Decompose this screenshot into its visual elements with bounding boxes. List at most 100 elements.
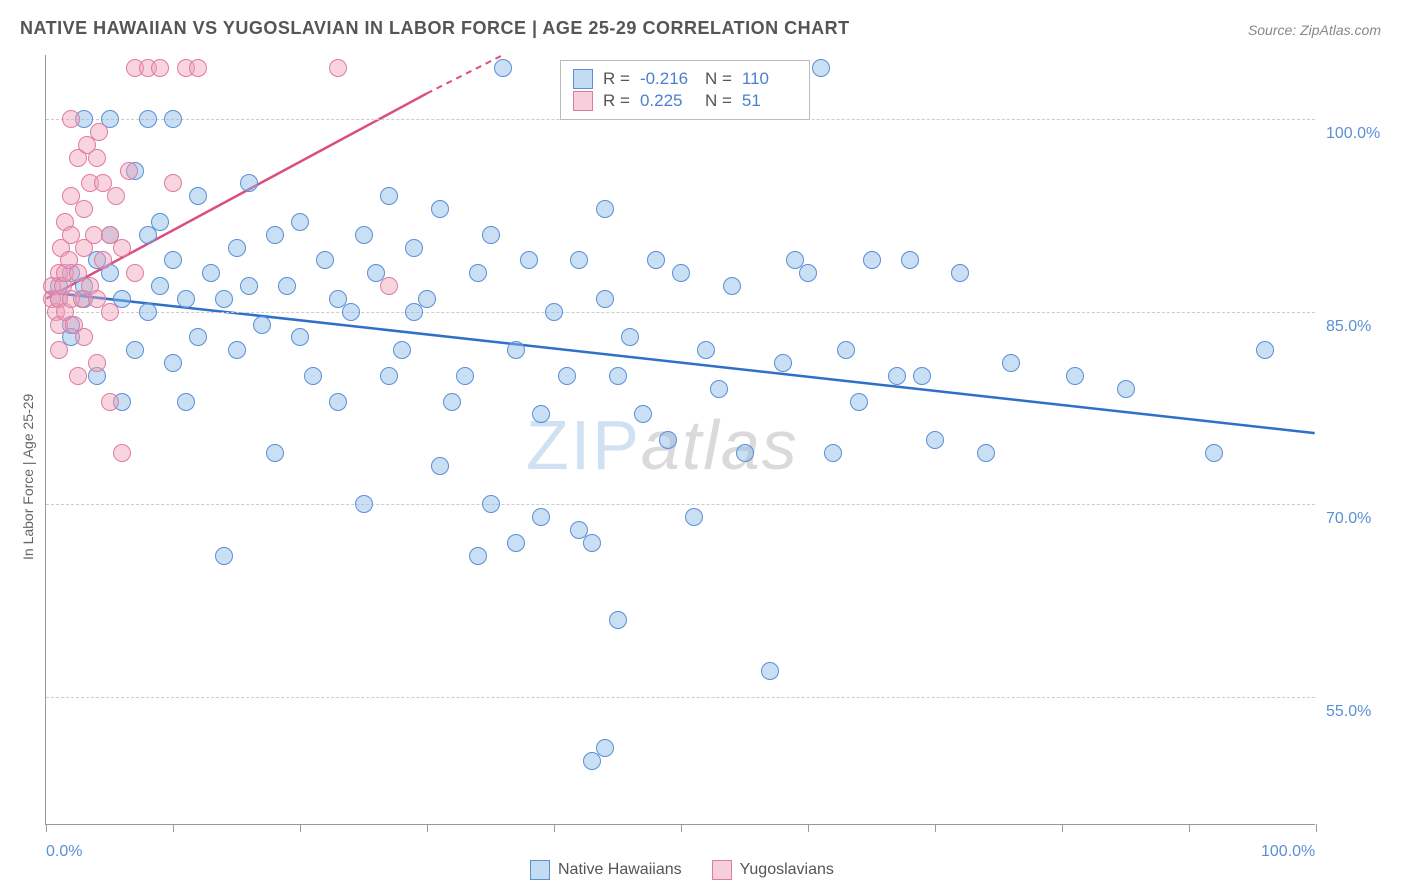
legend-swatch [573,69,593,89]
scatter-point [824,444,842,462]
y-tick-label: 55.0% [1326,703,1371,721]
scatter-point [850,393,868,411]
scatter-point [596,200,614,218]
x-tick-label: 100.0% [1261,843,1315,861]
scatter-point [774,354,792,372]
stats-legend: R =-0.216N =110R =0.225N =51 [560,60,810,120]
scatter-point [215,290,233,308]
scatter-point [482,495,500,513]
legend-item: Native Hawaiians [530,860,682,880]
stats-r-label: R = [603,69,630,89]
x-tick [554,824,555,832]
scatter-point [380,187,398,205]
x-tick [808,824,809,832]
scatter-point [266,226,284,244]
scatter-point [901,251,919,269]
scatter-point [1117,380,1135,398]
scatter-point [1002,354,1020,372]
scatter-point [304,367,322,385]
scatter-point [215,547,233,565]
scatter-point [75,328,93,346]
scatter-point [151,59,169,77]
scatter-point [926,431,944,449]
scatter-point [672,264,690,282]
y-tick-label: 100.0% [1326,125,1380,143]
scatter-point [177,290,195,308]
series-legend: Native Hawaiians Yugoslavians [530,860,834,880]
scatter-point [469,547,487,565]
grid-line [46,312,1315,313]
scatter-point [418,290,436,308]
legend-item: Yugoslavians [712,860,834,880]
scatter-point [545,303,563,321]
legend-label: Native Hawaiians [558,861,682,878]
scatter-point [151,277,169,295]
scatter-point [139,303,157,321]
scatter-point [266,444,284,462]
x-tick [681,824,682,832]
scatter-point [507,534,525,552]
legend-swatch [573,91,593,111]
scatter-point [164,251,182,269]
scatter-point [88,149,106,167]
scatter-point [443,393,461,411]
scatter-point [888,367,906,385]
scatter-point [101,303,119,321]
scatter-point [456,367,474,385]
scatter-point [647,251,665,269]
scatter-point [329,393,347,411]
scatter-point [736,444,754,462]
scatter-point [228,239,246,257]
scatter-point [113,239,131,257]
x-tick [1189,824,1190,832]
scatter-point [164,174,182,192]
stats-legend-row: R =-0.216N =110 [573,69,797,89]
stats-r-label: R = [603,91,630,111]
x-tick [935,824,936,832]
y-tick-label: 85.0% [1326,318,1371,336]
scatter-point [278,277,296,295]
scatter-point [913,367,931,385]
scatter-point [393,341,411,359]
scatter-point [863,251,881,269]
scatter-point [1066,367,1084,385]
chart-title: NATIVE HAWAIIAN VS YUGOSLAVIAN IN LABOR … [20,18,850,39]
scatter-point [634,405,652,423]
scatter-point [812,59,830,77]
scatter-point [228,341,246,359]
scatter-point [240,277,258,295]
scatter-point [685,508,703,526]
scatter-point [507,341,525,359]
scatter-point [710,380,728,398]
scatter-point [621,328,639,346]
scatter-point [240,174,258,192]
scatter-point [62,110,80,128]
scatter-point [494,59,512,77]
stats-r-value: 0.225 [640,91,695,111]
y-axis-label: In Labor Force | Age 25-29 [20,394,36,560]
scatter-point [596,290,614,308]
trend-lines-layer [46,55,1315,824]
scatter-point [380,367,398,385]
scatter-point [532,508,550,526]
source-attribution: Source: ZipAtlas.com [1248,22,1381,38]
scatter-point [291,328,309,346]
scatter-point [126,341,144,359]
scatter-point [107,187,125,205]
scatter-point [799,264,817,282]
scatter-point [189,328,207,346]
scatter-point [609,611,627,629]
scatter-point [977,444,995,462]
scatter-point [69,367,87,385]
plot-area: ZIPatlas 55.0%70.0%85.0%100.0%0.0%100.0% [45,55,1315,825]
scatter-point [596,739,614,757]
stats-n-label: N = [705,91,732,111]
scatter-point [126,264,144,282]
scatter-point [697,341,715,359]
scatter-point [951,264,969,282]
scatter-point [469,264,487,282]
stats-legend-row: R =0.225N =51 [573,91,797,111]
scatter-point [405,239,423,257]
x-tick [46,824,47,832]
scatter-point [189,59,207,77]
